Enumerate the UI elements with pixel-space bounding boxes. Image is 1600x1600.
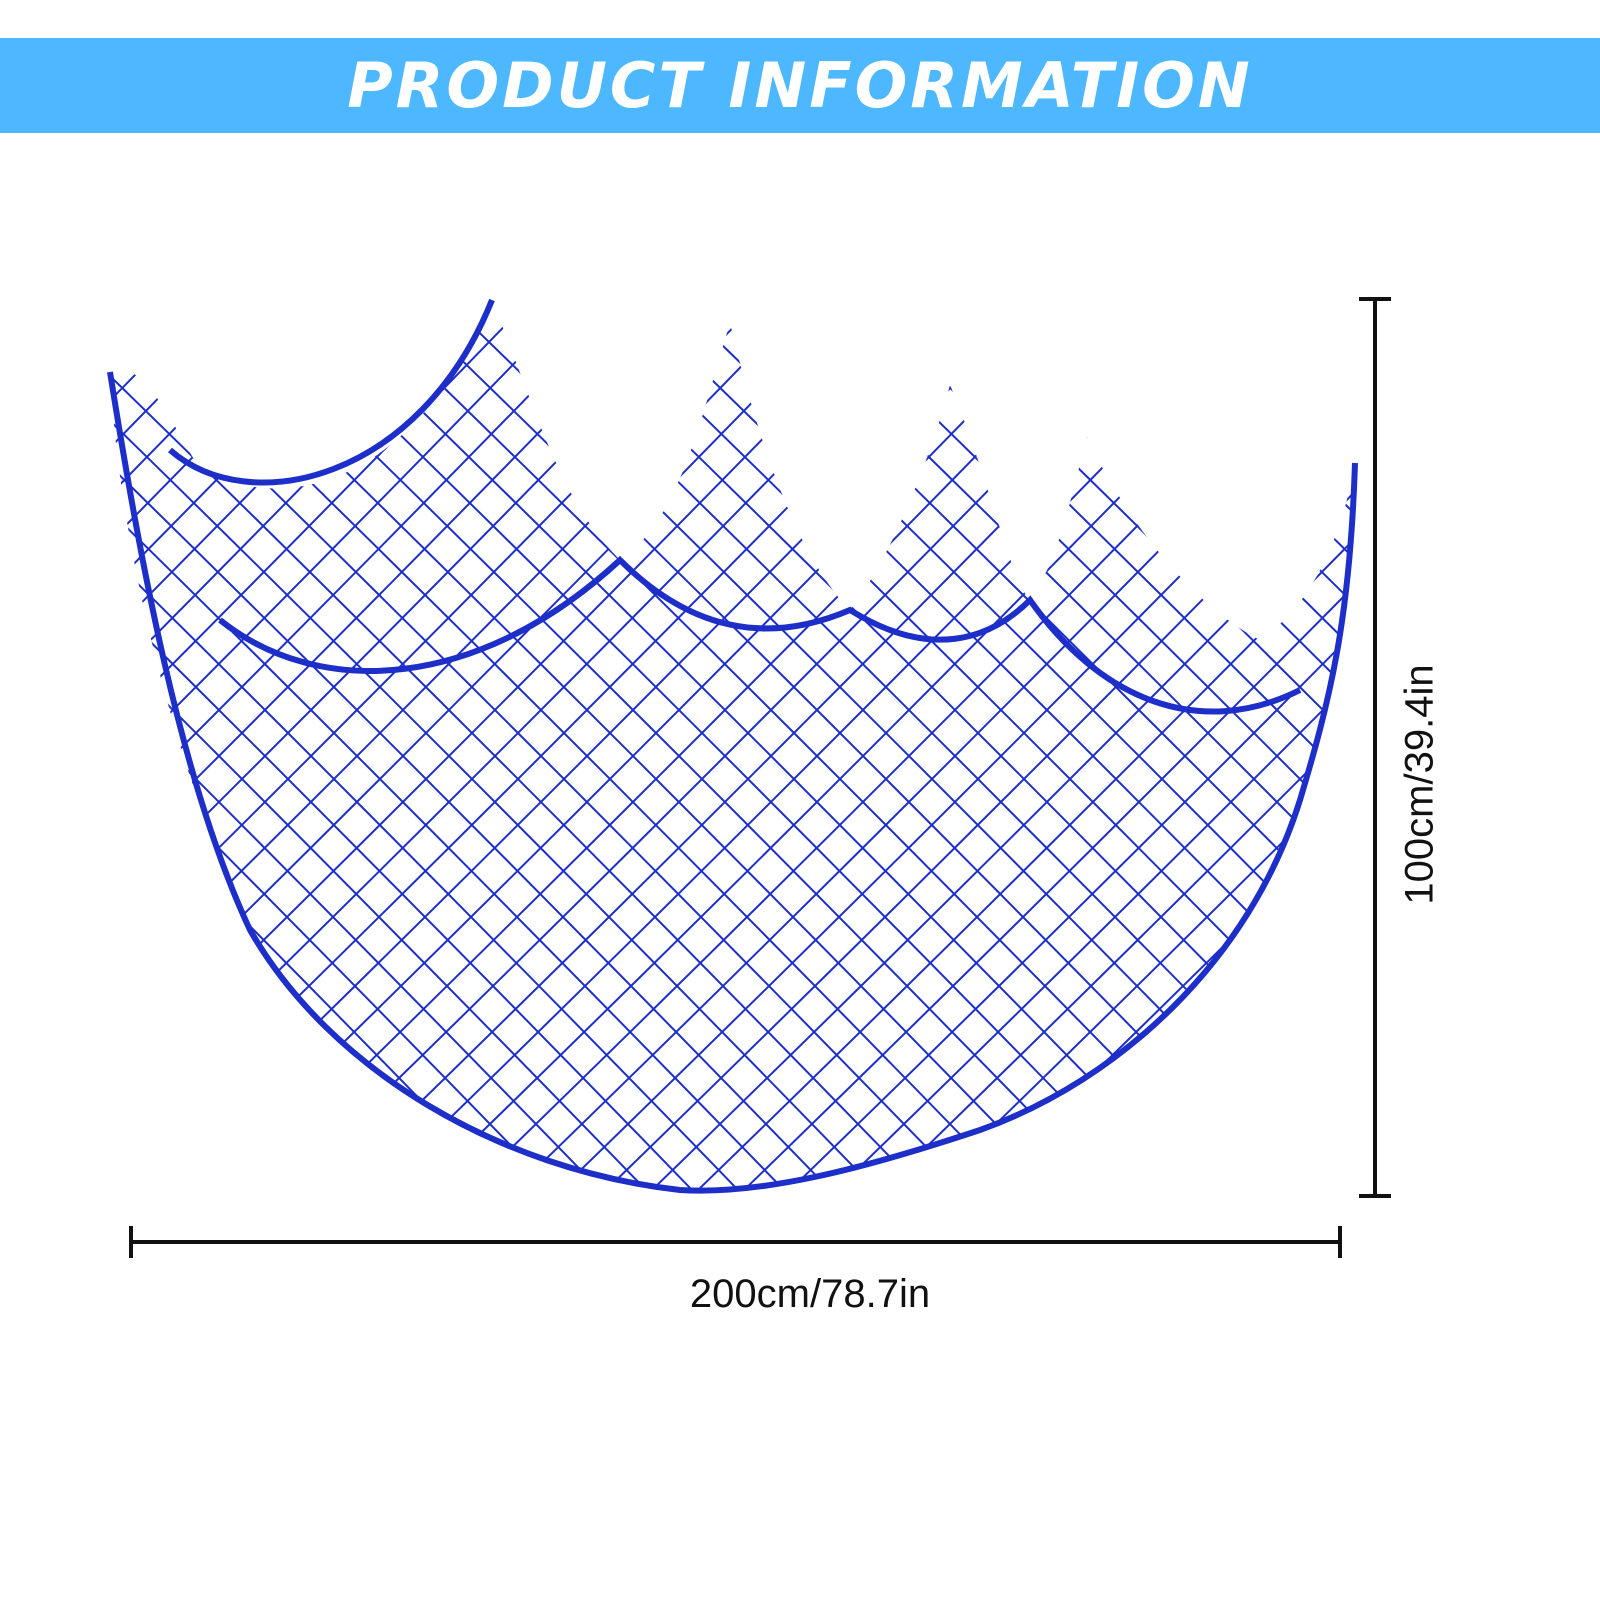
net-strand: [110, 300, 993, 1191]
net-strand: [1175, 300, 1355, 1191]
net-strand: [1452, 250, 1600, 1250]
net-strand: [1544, 250, 1600, 1250]
net-strand: [359, 300, 1355, 1191]
net-strand: [589, 300, 1355, 1191]
height-dimension-line: [1359, 297, 1391, 1198]
net-strand: [110, 300, 199, 1191]
net-strand: [439, 300, 1355, 1191]
net-strand: [1037, 300, 1355, 1191]
net-strand: [110, 300, 395, 1191]
net-ropes: [107, 298, 1358, 1194]
net-strand: [899, 300, 1355, 1191]
net-strand: [1360, 250, 1600, 1250]
net-strand: [669, 300, 1355, 1191]
net-strand: [110, 300, 349, 1191]
net-strand: [0, 250, 106, 1250]
net-strand: [1083, 300, 1355, 1191]
net-strand: [110, 300, 981, 1191]
net-strand: [110, 300, 337, 1191]
net-strand: [110, 300, 1085, 1191]
net-strand: [110, 300, 1027, 1191]
net-strand: [110, 300, 1073, 1191]
net-strand: [773, 300, 1355, 1191]
net-strand: [865, 300, 1355, 1191]
net-strand: [543, 300, 1355, 1191]
width-dimension-line: [129, 1226, 1342, 1258]
net-strand: [110, 300, 383, 1191]
net-strand: [110, 300, 475, 1191]
net-strand: [991, 300, 1355, 1191]
net-strand: [0, 250, 72, 1250]
net-strand: [531, 300, 1355, 1191]
net-strand: [393, 300, 1355, 1191]
net-strand: [0, 250, 60, 1250]
net-strand: [110, 300, 245, 1191]
net-strand: [1498, 250, 1600, 1250]
net-strand: [301, 300, 1303, 1191]
net-strand: [727, 300, 1355, 1191]
net-strand: [175, 300, 1177, 1191]
net-strand: [110, 300, 625, 1191]
net-strand: [1313, 300, 1355, 1191]
net-strand: [110, 300, 303, 1191]
net-strand: [1590, 250, 1600, 1250]
net-strand: [110, 300, 487, 1191]
net-strand: [451, 300, 1355, 1191]
net-strand: [1129, 300, 1355, 1191]
net-strand: [405, 300, 1355, 1191]
net-strand: [347, 300, 1349, 1191]
net-strand: [911, 300, 1355, 1191]
net-strand: [110, 300, 165, 1191]
net-strand: [255, 300, 1257, 1191]
net-strand: [209, 300, 1211, 1191]
net-mesh: [0, 250, 1600, 1250]
net-strand: [0, 250, 14, 1250]
net-strand: [110, 300, 291, 1191]
net-strand: [110, 300, 533, 1191]
net-strand: [110, 300, 855, 1191]
net-strand: [110, 300, 119, 1191]
net-strand: [577, 300, 1355, 1191]
net-strand: [129, 300, 1131, 1191]
height-label: 100cm/39.4in: [1397, 664, 1442, 905]
net-strand: [110, 300, 257, 1191]
net-strand: [110, 300, 441, 1191]
net-strand: [110, 300, 947, 1191]
net-strand: [163, 300, 1165, 1191]
net-strand: [853, 300, 1355, 1191]
net-strand: [0, 250, 26, 1250]
net-strand: [110, 300, 717, 1191]
net-strand: [110, 300, 153, 1191]
net-strand: [485, 300, 1355, 1191]
net-strand: [110, 300, 671, 1191]
net-strand: [110, 300, 567, 1191]
net-strand: [681, 300, 1355, 1191]
header-banner: PRODUCT INFORMATION: [0, 38, 1600, 133]
net-strand: [635, 300, 1355, 1191]
width-label: 200cm/78.7in: [689, 1272, 931, 1316]
net-strand: [110, 300, 809, 1191]
net-strand: [819, 300, 1355, 1191]
net-strand: [761, 300, 1355, 1191]
net-strand: [117, 300, 1119, 1191]
net-strand: [715, 300, 1355, 1191]
net-strand: [110, 300, 211, 1191]
net-strand: [110, 300, 579, 1191]
net-strand: [497, 300, 1355, 1191]
net-strand: [623, 300, 1355, 1191]
banner-title: PRODUCT INFORMATION: [347, 49, 1253, 122]
net-strand: [313, 300, 1315, 1191]
net-strand: [221, 300, 1223, 1191]
